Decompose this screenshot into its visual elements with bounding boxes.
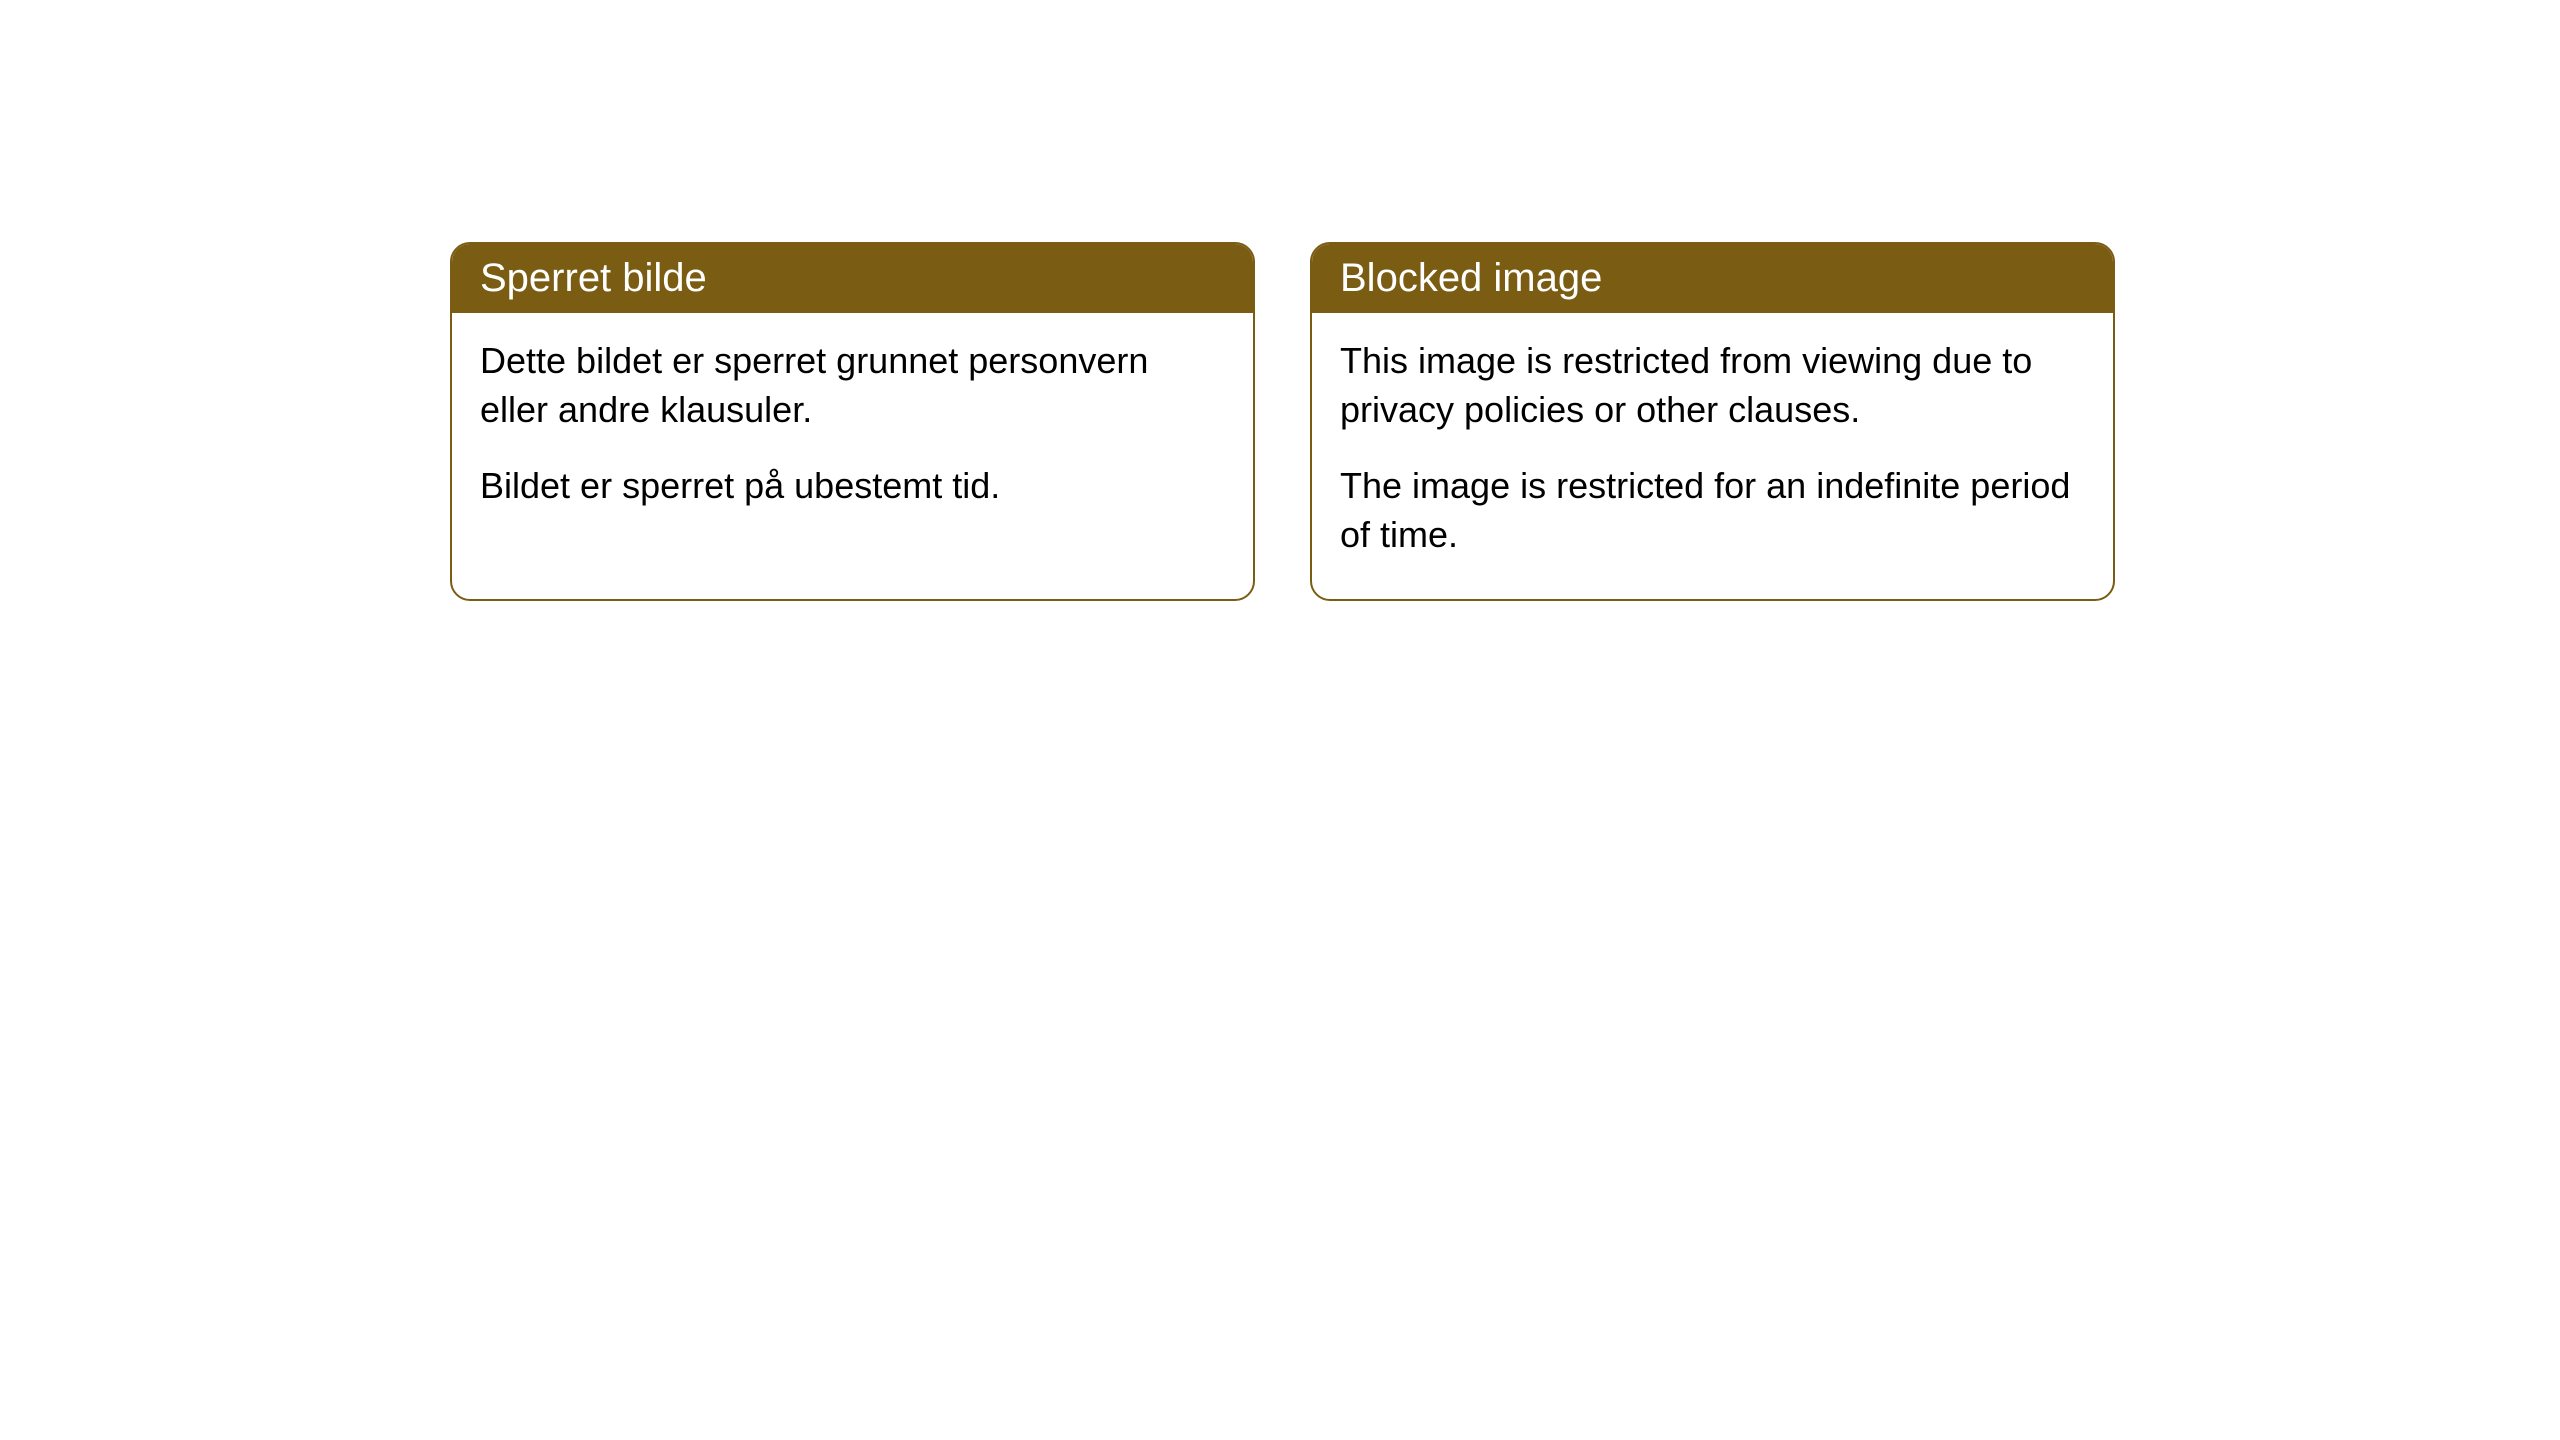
card-body: Dette bildet er sperret grunnet personve… <box>452 313 1253 551</box>
card-paragraph: Bildet er sperret på ubestemt tid. <box>480 462 1225 511</box>
card-title: Sperret bilde <box>480 256 707 300</box>
card-title: Blocked image <box>1340 256 1602 300</box>
card-paragraph: The image is restricted for an indefinit… <box>1340 462 2085 559</box>
card-header: Sperret bilde <box>452 244 1253 313</box>
card-paragraph: Dette bildet er sperret grunnet personve… <box>480 337 1225 434</box>
blocked-image-card-no: Sperret bilde Dette bildet er sperret gr… <box>450 242 1255 601</box>
card-header: Blocked image <box>1312 244 2113 313</box>
notice-cards-container: Sperret bilde Dette bildet er sperret gr… <box>0 0 2560 601</box>
blocked-image-card-en: Blocked image This image is restricted f… <box>1310 242 2115 601</box>
card-paragraph: This image is restricted from viewing du… <box>1340 337 2085 434</box>
card-body: This image is restricted from viewing du… <box>1312 313 2113 599</box>
